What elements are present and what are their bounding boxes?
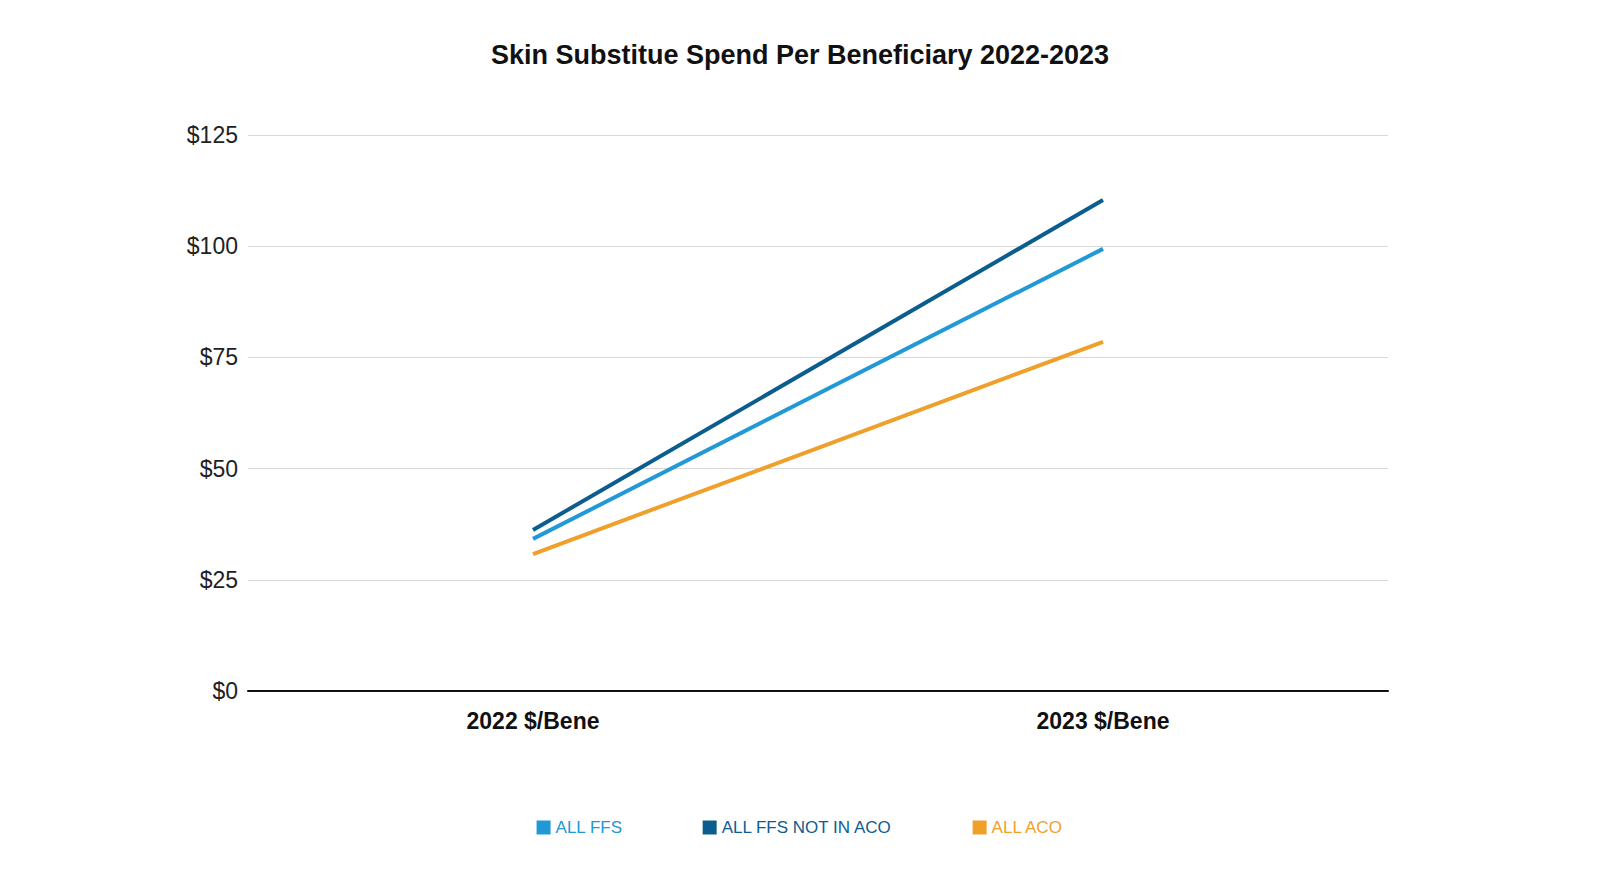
svg-text:$50: $50 (200, 456, 238, 482)
svg-text:$0: $0 (212, 678, 238, 704)
svg-text:ALL FFS NOT IN ACO: ALL FFS NOT IN ACO (722, 818, 891, 837)
svg-text:Skin Substitue Spend Per Benef: Skin Substitue Spend Per Beneficiary 202… (491, 40, 1109, 70)
svg-text:ALL ACO: ALL ACO (992, 818, 1062, 837)
svg-text:2022 $/Bene: 2022 $/Bene (467, 708, 600, 734)
svg-text:ALL FFS: ALL FFS (556, 818, 622, 837)
svg-text:$75: $75 (200, 344, 238, 370)
svg-text:2023 $/Bene: 2023 $/Bene (1037, 708, 1170, 734)
svg-text:$25: $25 (200, 567, 238, 593)
svg-text:$125: $125 (187, 122, 238, 148)
svg-text:$100: $100 (187, 233, 238, 259)
